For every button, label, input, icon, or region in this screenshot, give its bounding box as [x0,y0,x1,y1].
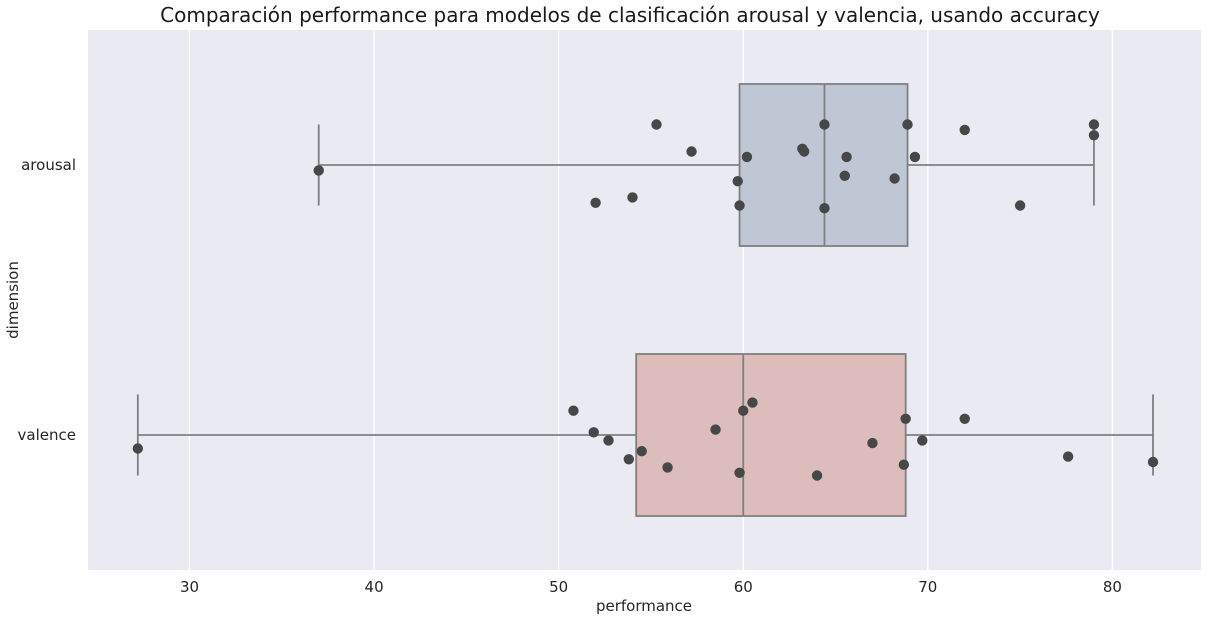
data-point-arousal [902,119,913,130]
iqr-box [738,83,909,247]
data-point-valence [132,443,144,454]
x-tick-label: 60 [734,578,753,596]
y-tick-label-arousal: arousal [21,156,76,174]
data-point-arousal [959,124,970,136]
y-tick-label-valence: valence [18,426,76,444]
x-tick-label: 50 [549,578,568,596]
data-point-arousal [590,197,601,208]
y-axis-label: dimension [4,261,22,339]
data-point-valence [867,437,878,449]
data-point-valence [900,413,911,424]
data-point-arousal [732,176,743,187]
data-point-arousal [313,165,324,176]
data-point-arousal [651,119,662,130]
data-point-arousal [686,146,697,157]
data-point-arousal [734,200,745,211]
data-point-arousal [1088,130,1100,141]
data-point-valence [1062,451,1074,462]
data-point-valence [568,405,579,416]
iqr-box [635,353,907,517]
data-point-valence [898,459,910,470]
data-point-valence [1147,456,1159,468]
data-point-valence [603,435,614,446]
data-point-valence [662,462,673,473]
x-tick-label: 40 [365,578,384,596]
x-tick-label: 80 [1103,578,1122,596]
data-point-arousal [741,151,753,163]
data-point-arousal [841,151,852,163]
chart-title: Comparación performance para modelos de … [160,3,1100,27]
data-point-valence [588,427,599,438]
data-point-valence [710,424,721,435]
data-point-arousal [798,146,810,157]
data-point-valence [734,467,745,478]
data-point-arousal [889,173,900,184]
data-point-arousal [627,192,638,203]
data-point-valence [917,435,928,446]
data-point-valence [636,446,647,457]
x-axis-label: performance [596,597,692,615]
data-point-valence [623,454,635,465]
data-point-arousal [839,170,850,181]
data-point-arousal [909,151,921,163]
data-point-valence [811,470,823,481]
box-valence [136,353,1154,517]
x-tick-label: 70 [918,578,937,596]
data-point-valence [959,413,970,424]
data-point-arousal [819,119,830,130]
data-point-valence [747,397,758,408]
data-point-valence [738,405,749,416]
data-point-arousal [1014,200,1026,211]
data-point-arousal [819,203,830,214]
box-arousal [317,83,1095,247]
data-point-arousal [1088,119,1100,130]
x-tick-label: 30 [180,578,199,596]
